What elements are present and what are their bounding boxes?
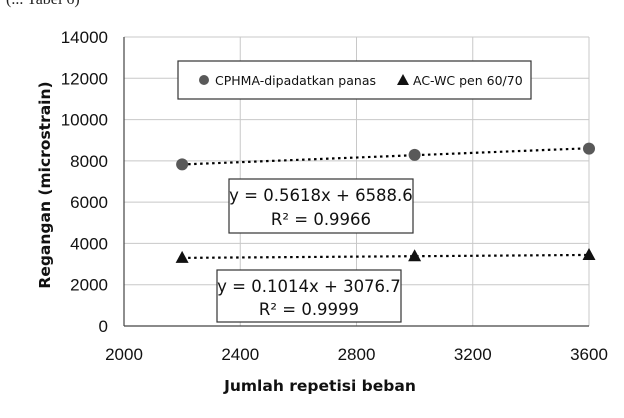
data-point-acwc: [408, 249, 422, 262]
r2-acwc: R² = 0.9999: [259, 300, 359, 319]
y-tick-label: 8000: [70, 152, 108, 171]
legend-marker-acwc: [397, 74, 409, 85]
legend-label-acwc: AC-WC pen 60/70: [413, 73, 523, 88]
equation-box-frame: [228, 178, 414, 234]
legend-box: [177, 60, 532, 100]
x-tick-label: 3600: [570, 345, 608, 364]
data-point-acwc: [175, 250, 189, 263]
axes: [123, 37, 589, 327]
equation-box-frame: [216, 269, 402, 323]
y-tick-label: 10000: [61, 111, 108, 130]
x-tick-label: 3200: [454, 345, 492, 364]
top-text-fragment: (... Tabel 6): [6, 0, 80, 8]
legend: CPHMA-dipadatkan panas AC-WC pen 60/70: [177, 60, 532, 100]
equation-cphma: y = 0.5618x + 6588.6: [229, 186, 413, 205]
tick-labels: 0 2000 4000 6000 8000 10000 12000 14000 2000 2400…: [61, 28, 608, 364]
trendlines: [182, 147, 590, 259]
y-tick-label: 14000: [61, 28, 108, 47]
y-tick-label: 4000: [70, 234, 108, 253]
data-points: [175, 142, 596, 263]
legend-label-cphma: CPHMA-dipadatkan panas: [215, 73, 376, 88]
trendline-acwc: [182, 253, 590, 259]
y-tick-label: 6000: [70, 193, 108, 212]
y-tick-label: 12000: [61, 69, 108, 88]
equation-acwc: y = 0.1014x + 3076.7: [217, 277, 401, 296]
y-tick-label: 0: [99, 317, 108, 336]
legend-marker-cphma: [199, 75, 209, 85]
trendline-cphma: [182, 147, 590, 166]
y-axis-title: Regangan (microstrain): [36, 81, 54, 288]
data-point-cphma: [583, 142, 595, 155]
x-tick-label: 2000: [105, 345, 143, 364]
data-point-acwc: [582, 247, 596, 260]
data-point-cphma: [176, 158, 189, 171]
equation-box-acwc: y = 0.1014x + 3076.7 R² = 0.9999: [216, 269, 402, 323]
equation-box-cphma: y = 0.5618x + 6588.6 R² = 0.9966: [228, 178, 414, 234]
y-tick-label: 2000: [70, 276, 108, 295]
x-tick-label: 2800: [338, 345, 376, 364]
r2-cphma: R² = 0.9966: [271, 210, 371, 229]
x-axis-title: Jumlah repetisi beban: [223, 377, 416, 395]
data-point-cphma: [408, 148, 421, 161]
x-tick-label: 2400: [221, 345, 259, 364]
